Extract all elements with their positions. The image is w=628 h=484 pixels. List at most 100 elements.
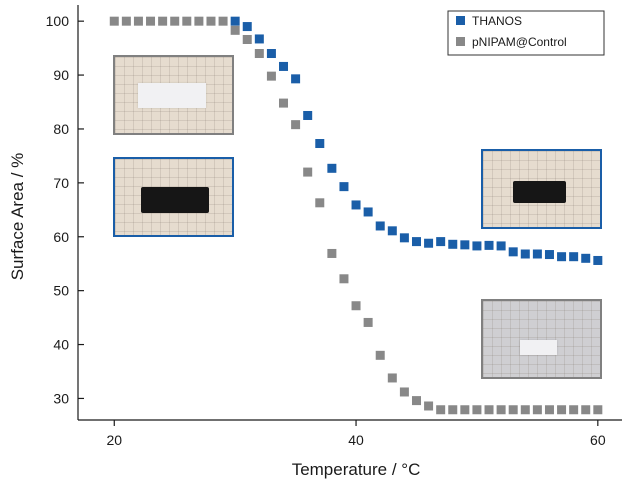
data-point xyxy=(508,405,518,415)
data-point xyxy=(424,238,434,248)
data-point xyxy=(387,373,397,383)
data-point xyxy=(121,16,131,26)
data-point xyxy=(133,16,143,26)
control-film-white xyxy=(138,83,206,108)
data-point xyxy=(593,405,603,415)
x-tick-label: 20 xyxy=(106,432,122,448)
data-point xyxy=(303,110,313,120)
data-point xyxy=(363,317,373,327)
data-point xyxy=(291,74,301,84)
data-point xyxy=(254,34,264,44)
data-point xyxy=(569,405,579,415)
data-point xyxy=(351,301,361,311)
data-point xyxy=(339,274,349,284)
data-point xyxy=(448,405,458,415)
data-point xyxy=(327,163,337,173)
legend-box xyxy=(447,10,605,56)
data-point xyxy=(520,405,530,415)
photo-thanos-low-temp xyxy=(113,157,234,237)
y-tick-label: 30 xyxy=(53,390,69,406)
data-point xyxy=(266,49,276,59)
data-point xyxy=(436,405,446,415)
data-point xyxy=(387,226,397,236)
data-point xyxy=(544,405,554,415)
data-point xyxy=(266,71,276,81)
legend-swatch-thanos xyxy=(456,16,465,25)
series-thanos xyxy=(230,16,603,265)
x-tick-label: 40 xyxy=(348,432,364,448)
data-point xyxy=(279,98,289,108)
data-point xyxy=(411,237,421,247)
data-point xyxy=(242,22,252,32)
data-point xyxy=(375,350,385,360)
legend: THANOS pNIPAM@Control xyxy=(447,10,605,56)
data-point xyxy=(557,405,567,415)
data-point xyxy=(508,247,518,257)
data-point xyxy=(158,16,168,26)
x-tick-label: 60 xyxy=(590,432,606,448)
y-tick-label: 60 xyxy=(53,229,69,245)
data-point xyxy=(109,16,119,26)
data-point xyxy=(194,16,204,26)
data-point xyxy=(532,405,542,415)
data-point xyxy=(315,198,325,208)
data-point xyxy=(327,248,337,258)
legend-swatch-pnipam-control xyxy=(456,37,465,46)
data-point xyxy=(230,25,240,35)
data-point xyxy=(303,167,313,177)
data-point xyxy=(315,139,325,149)
x-axis-ticks: 20 40 60 xyxy=(106,420,606,448)
data-point xyxy=(496,405,506,415)
legend-label-pnipam-control: pNIPAM@Control xyxy=(472,35,567,49)
data-point xyxy=(230,16,240,26)
series-pnipam-control xyxy=(109,16,603,415)
data-point xyxy=(484,240,494,250)
y-tick-label: 40 xyxy=(53,337,69,353)
data-point xyxy=(146,16,156,26)
data-point xyxy=(424,401,434,411)
data-point xyxy=(399,233,409,243)
data-point xyxy=(472,405,482,415)
data-point xyxy=(363,207,373,217)
data-point xyxy=(581,253,591,263)
thanos-film-black xyxy=(141,187,209,213)
data-point xyxy=(557,252,567,262)
data-point xyxy=(448,239,458,249)
y-axis-ticks: 30 40 50 60 70 80 90 100 xyxy=(46,13,84,406)
y-axis-label: Surface Area / % xyxy=(8,153,27,281)
data-point xyxy=(581,405,591,415)
data-point xyxy=(472,241,482,251)
data-point xyxy=(544,250,554,260)
legend-label-thanos: THANOS xyxy=(472,14,522,28)
photo-thanos-high-temp xyxy=(481,149,602,229)
data-point xyxy=(460,405,470,415)
y-tick-label: 80 xyxy=(53,121,69,137)
plot-frame xyxy=(77,5,622,421)
control-film-white xyxy=(520,340,557,355)
photo-control-low-temp xyxy=(113,55,234,135)
data-point xyxy=(218,16,228,26)
data-point xyxy=(242,34,252,44)
data-point xyxy=(593,255,603,265)
data-point xyxy=(170,16,180,26)
x-axis-label: Temperature / °C xyxy=(292,460,421,479)
data-point xyxy=(484,405,494,415)
y-tick-label: 100 xyxy=(46,13,70,29)
data-point xyxy=(375,221,385,231)
data-point xyxy=(291,120,301,130)
series-layer xyxy=(109,16,603,415)
y-tick-label: 50 xyxy=(53,283,69,299)
data-point xyxy=(182,16,192,26)
data-point xyxy=(399,387,409,397)
data-point xyxy=(411,396,421,406)
data-point xyxy=(496,241,506,251)
data-point xyxy=(460,240,470,250)
thanos-film-black xyxy=(513,181,566,203)
y-tick-label: 70 xyxy=(53,175,69,191)
data-point xyxy=(532,249,542,259)
data-point xyxy=(279,61,289,71)
photo-control-high-temp xyxy=(481,299,602,379)
data-point xyxy=(206,16,216,26)
data-point xyxy=(520,249,530,259)
